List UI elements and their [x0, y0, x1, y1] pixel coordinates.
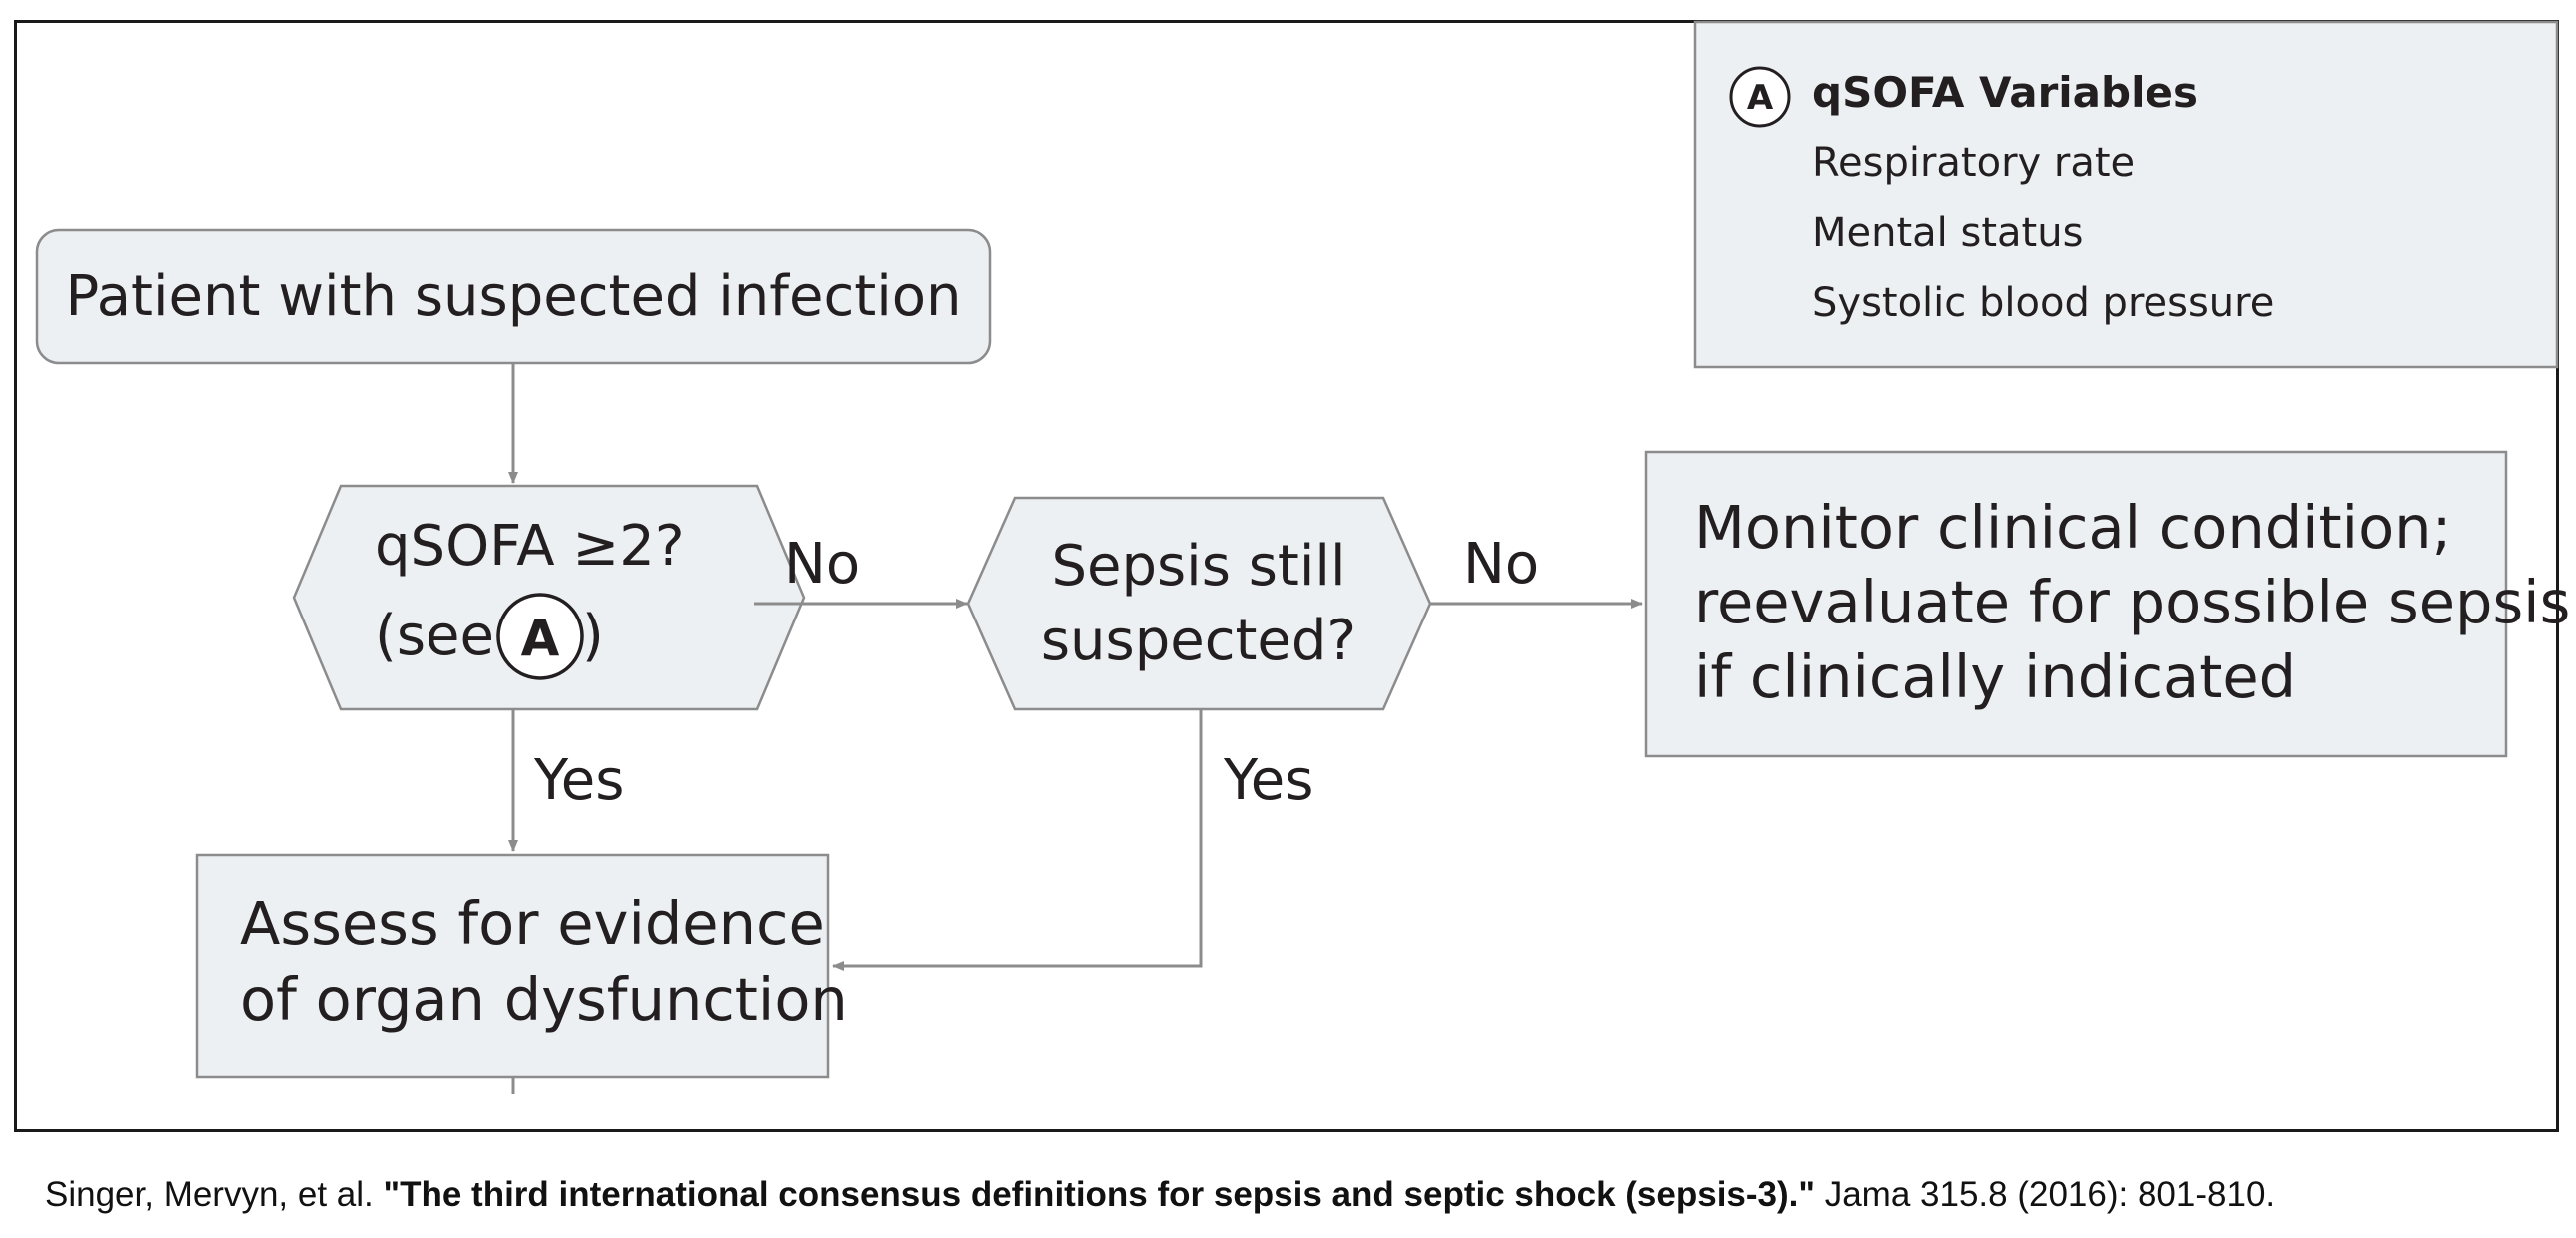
decision-qsofa: qSOFA ≥2? (see A )	[292, 484, 806, 711]
legend-marker-letter: A	[1747, 78, 1774, 118]
decision-sepsis: Sepsis still suspected?	[966, 496, 1432, 711]
citation-authors: Singer, Mervyn, et al.	[45, 1175, 374, 1214]
legend-box: A qSOFA Variables Respiratory rate Menta…	[1693, 20, 2559, 369]
legend-item-mental-status: Mental status	[1812, 210, 2083, 256]
label-qsofa-no: No	[784, 532, 860, 597]
citation-source: Jama 315.8 (2016): 801-810.	[1824, 1175, 2276, 1214]
decision-qsofa-line2-suffix: )	[582, 604, 604, 668]
legend-title: qSOFA Variables	[1812, 68, 2198, 117]
label-qsofa-yes: Yes	[533, 748, 624, 813]
sepsis-flowchart: A qSOFA Variables Respiratory rate Menta…	[35, 20, 2570, 1094]
label-sepsis-no: No	[1463, 532, 1539, 597]
qsofa-marker-icon: A	[496, 593, 584, 680]
monitor-box: Monitor clinical condition; reevaluate f…	[1644, 450, 2570, 758]
qsofa-marker-letter: A	[521, 610, 560, 667]
decision-sepsis-line1: Sepsis still	[1051, 534, 1345, 599]
citation-title: "The third international consensus defin…	[383, 1175, 1815, 1214]
arrow-sepsis-yes	[832, 709, 1203, 971]
legend-item-systolic-bp: Systolic blood pressure	[1812, 280, 2274, 326]
legend-item-respiratory-rate: Respiratory rate	[1812, 140, 2135, 186]
assess-box-line2: of organ dysfunction	[240, 965, 848, 1034]
assess-box: Assess for evidence of organ dysfunction	[195, 853, 848, 1079]
assess-box-line1: Assess for evidence	[240, 889, 825, 958]
label-sepsis-yes: Yes	[1223, 748, 1313, 813]
monitor-box-line2: reevaluate for possible sepsis	[1694, 568, 2570, 636]
monitor-box-line1: Monitor clinical condition;	[1694, 493, 2451, 562]
legend-marker-icon: A	[1729, 66, 1791, 128]
citation: Singer, Mervyn, et al. "The third intern…	[45, 1175, 2275, 1215]
decision-qsofa-line2-prefix: (see	[375, 604, 494, 668]
start-box-text: Patient with suspected infection	[65, 264, 961, 329]
decision-sepsis-line2: suspected?	[1041, 609, 1356, 673]
start-box: Patient with suspected infection	[35, 228, 992, 365]
monitor-box-line3: if clinically indicated	[1694, 642, 2296, 711]
decision-qsofa-line1: qSOFA ≥2?	[375, 514, 685, 579]
